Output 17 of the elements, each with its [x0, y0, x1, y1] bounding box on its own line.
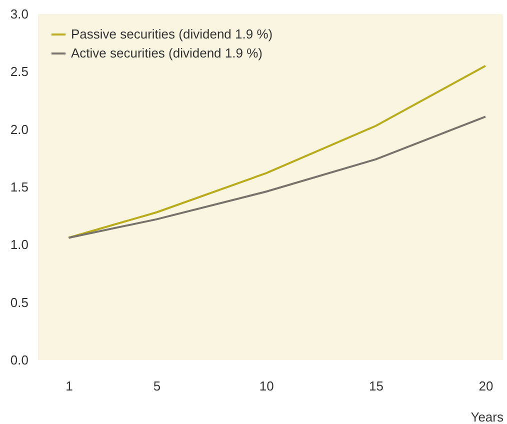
y-tick-label: 1.0	[10, 237, 28, 252]
y-tick-label: 2.0	[10, 122, 28, 137]
y-tick-label: 3.0	[10, 6, 28, 22]
x-tick-label: 20	[478, 378, 494, 394]
x-tick-label: 15	[369, 378, 384, 394]
y-tick-label: 1.5	[10, 180, 28, 194]
y-tick-label: 0.0	[10, 352, 28, 368]
y-tick-label: 2.5	[10, 64, 28, 80]
line-series	[68, 64, 486, 239]
x-tick-label: 10	[259, 378, 274, 394]
x-tick-label: 1	[66, 378, 73, 394]
x-axis-title: Years	[470, 410, 504, 424]
legend-label: Active securities (dividend 1.9 %)	[71, 46, 262, 60]
x-tick-label: 5	[153, 378, 161, 394]
y-tick-label: 0.5	[10, 294, 28, 310]
legend-label: Passive securities (dividend 1.9 %)	[71, 26, 273, 42]
line-series	[68, 116, 486, 239]
